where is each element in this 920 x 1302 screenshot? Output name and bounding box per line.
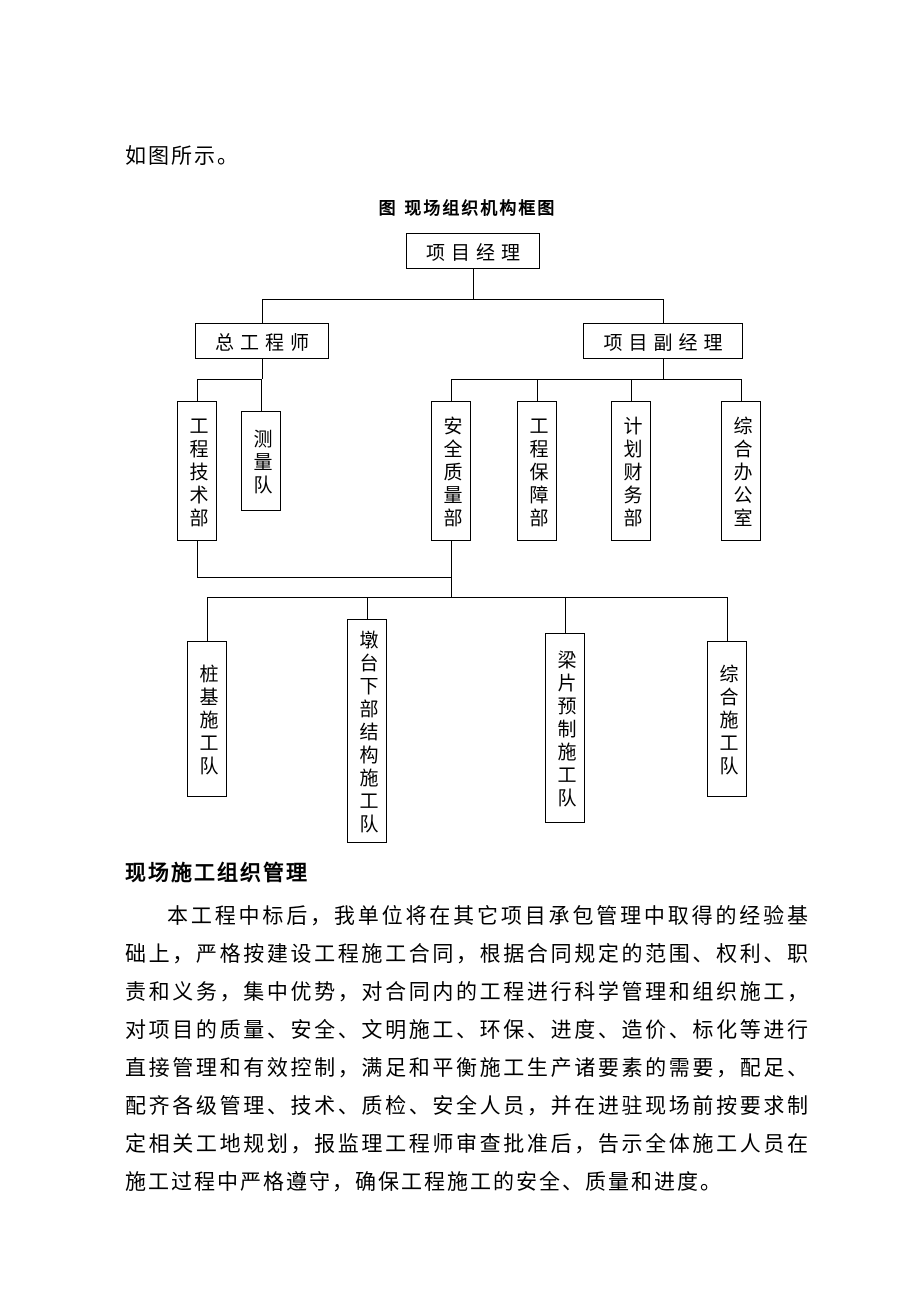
org-connector [537, 379, 538, 401]
org-node-team4: 综合施工队 [707, 641, 747, 797]
org-connector [631, 379, 632, 401]
org-connector [262, 359, 263, 379]
org-node-team1: 桩基施工队 [187, 641, 227, 797]
org-connector [663, 359, 664, 379]
org-node-dept6: 综合办公室 [721, 401, 761, 541]
org-connector [197, 379, 198, 401]
org-connector [207, 597, 208, 641]
org-node-dept4: 工程保障部 [517, 401, 557, 541]
org-connector [197, 541, 198, 577]
org-connector [473, 269, 474, 299]
org-connector [197, 577, 451, 578]
org-connector [451, 379, 452, 401]
org-connector [262, 299, 663, 300]
section-title: 现场施工组织管理 [125, 857, 810, 887]
document-page: 如图所示。 图 现场组织机构框图 项目经理总工程师 项目副经理工程技术部测量队 安全… [0, 0, 920, 1281]
org-connector [261, 379, 262, 411]
org-node-dept5: 计划财务部 [611, 401, 651, 541]
org-node-dept3: 安全质量部 [431, 401, 471, 541]
org-connector [451, 541, 452, 577]
org-connector [565, 597, 566, 633]
org-connector [207, 597, 727, 598]
org-connector [367, 597, 368, 619]
body-paragraph: 本工程中标后，我单位将在其它项目承包管理中取得的经验基础上，严格按建设工程施工合… [125, 897, 810, 1201]
intro-text: 如图所示。 [125, 140, 810, 170]
org-node-ce: 总工程师 [195, 323, 329, 359]
org-connector [451, 577, 452, 597]
org-node-dpm: 项目副经理 [583, 323, 743, 359]
org-connector [197, 379, 262, 380]
org-connector [741, 379, 742, 401]
org-node-dept1: 工程技术部 [177, 401, 217, 541]
chart-title: 图 现场组织机构框图 [125, 194, 810, 219]
org-node-team2: 墩台下部结构施工队 [347, 619, 387, 843]
org-node-team3: 梁片预制施工队 [545, 633, 585, 823]
org-connector [727, 597, 728, 641]
org-connector [663, 299, 664, 323]
org-chart: 项目经理总工程师 项目副经理工程技术部测量队 安全质量部 工程保障部 计划财务部 综合办公… [133, 233, 813, 853]
org-node-pm: 项目经理 [406, 233, 540, 269]
org-connector [451, 379, 741, 380]
org-connector [262, 299, 263, 323]
org-node-dept2: 测量队 [241, 411, 281, 511]
